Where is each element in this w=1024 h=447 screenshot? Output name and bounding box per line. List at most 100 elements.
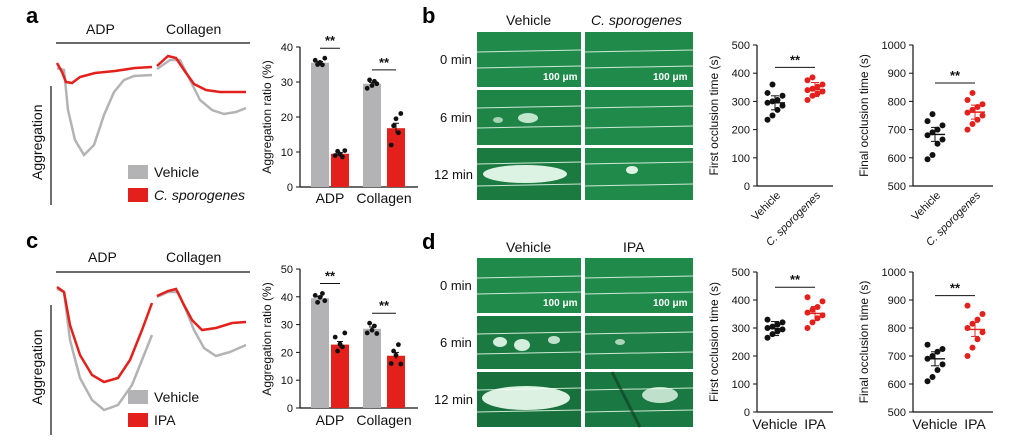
micrograph-grid-b: 100 μm 100 μm bbox=[476, 32, 694, 200]
thrombus bbox=[493, 117, 503, 123]
data-point bbox=[934, 140, 941, 147]
time-label-0: 0 min bbox=[440, 278, 472, 293]
y-tick-label: 400 bbox=[732, 68, 750, 80]
data-point bbox=[929, 353, 936, 359]
data-point bbox=[312, 57, 318, 63]
y-tick-label: 500 bbox=[888, 407, 906, 419]
data-point bbox=[939, 122, 946, 129]
data-point bbox=[769, 112, 776, 119]
trace-header-adp: ADP bbox=[86, 21, 115, 37]
data-point bbox=[804, 96, 811, 103]
vessel-wall bbox=[584, 351, 694, 355]
vessel-wall bbox=[584, 275, 694, 279]
data-point bbox=[340, 154, 345, 160]
data-point bbox=[764, 116, 771, 123]
y-tick-label: 500 bbox=[888, 181, 906, 193]
data-point bbox=[964, 353, 971, 359]
data-point bbox=[819, 81, 826, 88]
y-tick-label: 1000 bbox=[882, 267, 906, 279]
micrograph-treatment-6min bbox=[585, 90, 693, 145]
significance-label: ** bbox=[325, 268, 336, 283]
data-point bbox=[391, 123, 396, 129]
vessel-wall bbox=[476, 125, 582, 129]
data-point bbox=[393, 116, 399, 122]
y-tick-label: 1000 bbox=[882, 40, 906, 52]
time-label-0: 0 min bbox=[440, 52, 472, 67]
vessel-wall bbox=[584, 65, 694, 69]
data-point bbox=[322, 298, 328, 304]
data-point bbox=[814, 90, 821, 97]
thrombus bbox=[548, 336, 560, 344]
panel-b: b Vehicle C. sporogenes 0 min 6 min 12 m… bbox=[422, 3, 993, 249]
legend-swatch-treatment bbox=[128, 413, 148, 427]
data-point bbox=[969, 120, 976, 127]
vessel-wall bbox=[584, 387, 694, 391]
data-point bbox=[774, 321, 781, 328]
data-point bbox=[964, 302, 971, 309]
vessel-wall bbox=[476, 161, 582, 165]
data-point bbox=[312, 293, 318, 298]
thrombus bbox=[518, 113, 538, 123]
data-point bbox=[332, 153, 338, 158]
bar bbox=[387, 355, 405, 408]
panel-label-a: a bbox=[26, 3, 39, 28]
data-point bbox=[979, 112, 986, 119]
x-category-label: Collagen bbox=[356, 412, 411, 428]
legend-label-vehicle: Vehicle bbox=[154, 164, 199, 180]
y-tick-label: 0 bbox=[744, 407, 750, 419]
panel-a: a ADP Collagen Aggregation Vehicle C. sp… bbox=[26, 3, 418, 206]
data-point bbox=[393, 352, 399, 358]
y-tick-label: 40 bbox=[281, 292, 293, 304]
data-point bbox=[819, 298, 826, 305]
trace-header-collagen: Collagen bbox=[166, 21, 221, 37]
y-tick-label: 200 bbox=[732, 351, 750, 363]
aggregation-bar-chart-c: 0 10 20 30 40 50 Aggregation ratio (%) ** ADP ** C… bbox=[260, 264, 418, 428]
data-point bbox=[969, 106, 976, 113]
y-tick-label: 0 bbox=[287, 403, 293, 415]
data-point bbox=[939, 136, 946, 143]
x-category-label: Vehicle bbox=[912, 416, 957, 432]
micro-header-treatment: C. sporogenes bbox=[591, 12, 682, 28]
y-tick-label: 300 bbox=[732, 96, 750, 108]
x-category-label: ADP bbox=[316, 412, 345, 428]
y-tick-label: 700 bbox=[888, 125, 906, 137]
vessel-wall bbox=[584, 331, 694, 335]
data-point bbox=[934, 126, 941, 133]
bar bbox=[363, 328, 381, 408]
data-point bbox=[929, 111, 936, 118]
vessel-wall bbox=[584, 105, 694, 109]
data-point bbox=[369, 83, 375, 88]
data-point bbox=[317, 294, 323, 300]
y-tick-label: 20 bbox=[281, 112, 293, 124]
data-point bbox=[779, 102, 786, 109]
vessel-wall bbox=[584, 291, 694, 295]
thrombus bbox=[642, 387, 678, 403]
y-tick-label: 100 bbox=[732, 153, 750, 165]
data-point bbox=[814, 315, 821, 322]
data-point bbox=[388, 361, 394, 366]
trace-adp-vehicle bbox=[56, 287, 154, 412]
bar bbox=[363, 83, 381, 187]
vessel-wall bbox=[584, 49, 694, 53]
micrograph-treatment-0min bbox=[585, 258, 693, 313]
first-occlusion-chart-b: 0 100 200 300 400 500 First occlusion time (s)… bbox=[707, 40, 833, 249]
data-point bbox=[391, 348, 396, 354]
y-tick-label: 500 bbox=[732, 40, 750, 52]
data-point bbox=[398, 361, 404, 367]
y-tick-label: 50 bbox=[281, 264, 293, 276]
legend-label-vehicle: Vehicle bbox=[154, 389, 199, 405]
data-point bbox=[924, 378, 931, 385]
x-category-label: Collagen bbox=[356, 190, 411, 206]
data-point bbox=[969, 344, 976, 351]
bar bbox=[387, 128, 405, 187]
panel-label-b: b bbox=[422, 3, 435, 28]
y-tick-label: 800 bbox=[888, 323, 906, 335]
data-point bbox=[974, 316, 981, 323]
data-point bbox=[979, 101, 986, 108]
data-point bbox=[320, 291, 325, 296]
micro-header-vehicle: Vehicle bbox=[506, 239, 551, 255]
x-category-label: Vehicle bbox=[750, 190, 784, 224]
significance-label: ** bbox=[950, 281, 961, 296]
time-label-6: 6 min bbox=[440, 335, 472, 350]
